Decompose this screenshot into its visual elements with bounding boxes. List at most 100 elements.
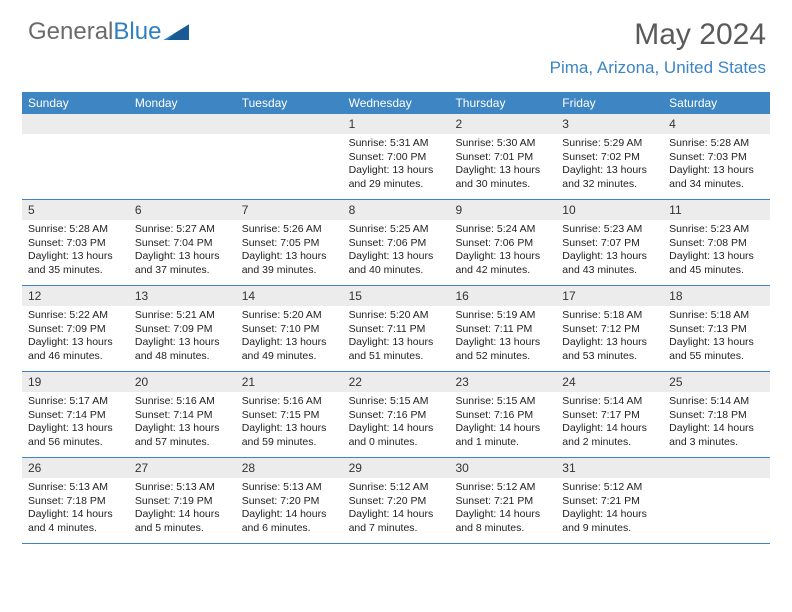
day-body: Sunrise: 5:14 AMSunset: 7:18 PMDaylight:…: [663, 392, 770, 456]
daylight-text: Daylight: 14 hours and 4 minutes.: [28, 508, 123, 535]
sunrise-text: Sunrise: 5:23 AM: [562, 223, 657, 237]
day-cell: 1Sunrise: 5:31 AMSunset: 7:00 PMDaylight…: [343, 114, 450, 199]
day-cell: 27Sunrise: 5:13 AMSunset: 7:19 PMDayligh…: [129, 458, 236, 543]
brand-part2: Blue: [113, 18, 161, 46]
sunrise-text: Sunrise: 5:13 AM: [135, 481, 230, 495]
day-number: 3: [556, 114, 663, 134]
day-body: Sunrise: 5:15 AMSunset: 7:16 PMDaylight:…: [343, 392, 450, 456]
day-body: Sunrise: 5:26 AMSunset: 7:05 PMDaylight:…: [236, 220, 343, 284]
day-cell: 25Sunrise: 5:14 AMSunset: 7:18 PMDayligh…: [663, 372, 770, 457]
day-number: 8: [343, 200, 450, 220]
day-cell: 19Sunrise: 5:17 AMSunset: 7:14 PMDayligh…: [22, 372, 129, 457]
sunrise-text: Sunrise: 5:26 AM: [242, 223, 337, 237]
sunset-text: Sunset: 7:20 PM: [242, 495, 337, 509]
sunset-text: Sunset: 7:07 PM: [562, 237, 657, 251]
daylight-text: Daylight: 13 hours and 43 minutes.: [562, 250, 657, 277]
day-cell: 14Sunrise: 5:20 AMSunset: 7:10 PMDayligh…: [236, 286, 343, 371]
sunrise-text: Sunrise: 5:15 AM: [349, 395, 444, 409]
sunset-text: Sunset: 7:14 PM: [28, 409, 123, 423]
daylight-text: Daylight: 14 hours and 6 minutes.: [242, 508, 337, 535]
day-body: Sunrise: 5:13 AMSunset: 7:18 PMDaylight:…: [22, 478, 129, 542]
weekday-header-row: Sunday Monday Tuesday Wednesday Thursday…: [22, 92, 770, 114]
day-body: Sunrise: 5:14 AMSunset: 7:17 PMDaylight:…: [556, 392, 663, 456]
day-number: 1: [343, 114, 450, 134]
day-number: 9: [449, 200, 556, 220]
daylight-text: Daylight: 14 hours and 8 minutes.: [455, 508, 550, 535]
sunset-text: Sunset: 7:08 PM: [669, 237, 764, 251]
day-number: 5: [22, 200, 129, 220]
sunset-text: Sunset: 7:01 PM: [455, 151, 550, 165]
day-body: Sunrise: 5:18 AMSunset: 7:12 PMDaylight:…: [556, 306, 663, 370]
sunrise-text: Sunrise: 5:15 AM: [455, 395, 550, 409]
day-number: 29: [343, 458, 450, 478]
day-number: 4: [663, 114, 770, 134]
day-body: Sunrise: 5:30 AMSunset: 7:01 PMDaylight:…: [449, 134, 556, 198]
weekday-header: Saturday: [663, 92, 770, 114]
day-cell: 2Sunrise: 5:30 AMSunset: 7:01 PMDaylight…: [449, 114, 556, 199]
daylight-text: Daylight: 13 hours and 35 minutes.: [28, 250, 123, 277]
day-body: Sunrise: 5:20 AMSunset: 7:10 PMDaylight:…: [236, 306, 343, 370]
sunrise-text: Sunrise: 5:19 AM: [455, 309, 550, 323]
sunset-text: Sunset: 7:03 PM: [28, 237, 123, 251]
sunrise-text: Sunrise: 5:22 AM: [28, 309, 123, 323]
day-number: 17: [556, 286, 663, 306]
sunset-text: Sunset: 7:04 PM: [135, 237, 230, 251]
sunset-text: Sunset: 7:16 PM: [349, 409, 444, 423]
day-body: Sunrise: 5:29 AMSunset: 7:02 PMDaylight:…: [556, 134, 663, 198]
day-body: Sunrise: 5:18 AMSunset: 7:13 PMDaylight:…: [663, 306, 770, 370]
sunrise-text: Sunrise: 5:12 AM: [349, 481, 444, 495]
day-body: Sunrise: 5:22 AMSunset: 7:09 PMDaylight:…: [22, 306, 129, 370]
sunrise-text: Sunrise: 5:21 AM: [135, 309, 230, 323]
daylight-text: Daylight: 13 hours and 37 minutes.: [135, 250, 230, 277]
sunset-text: Sunset: 7:10 PM: [242, 323, 337, 337]
day-number: 25: [663, 372, 770, 392]
sunrise-text: Sunrise: 5:20 AM: [242, 309, 337, 323]
sunrise-text: Sunrise: 5:13 AM: [242, 481, 337, 495]
sunset-text: Sunset: 7:16 PM: [455, 409, 550, 423]
day-number: 31: [556, 458, 663, 478]
day-number: 11: [663, 200, 770, 220]
header-right: May 2024 Pima, Arizona, United States: [550, 18, 766, 78]
sunrise-text: Sunrise: 5:17 AM: [28, 395, 123, 409]
day-cell: 22Sunrise: 5:15 AMSunset: 7:16 PMDayligh…: [343, 372, 450, 457]
day-cell: 10Sunrise: 5:23 AMSunset: 7:07 PMDayligh…: [556, 200, 663, 285]
day-body: Sunrise: 5:16 AMSunset: 7:14 PMDaylight:…: [129, 392, 236, 456]
day-body: Sunrise: 5:16 AMSunset: 7:15 PMDaylight:…: [236, 392, 343, 456]
weekday-header: Wednesday: [343, 92, 450, 114]
day-body: Sunrise: 5:17 AMSunset: 7:14 PMDaylight:…: [22, 392, 129, 456]
day-number: 18: [663, 286, 770, 306]
day-body: Sunrise: 5:12 AMSunset: 7:21 PMDaylight:…: [449, 478, 556, 542]
day-cell: 7Sunrise: 5:26 AMSunset: 7:05 PMDaylight…: [236, 200, 343, 285]
calendar-grid: Sunday Monday Tuesday Wednesday Thursday…: [22, 92, 770, 544]
weekday-header: Sunday: [22, 92, 129, 114]
sunrise-text: Sunrise: 5:20 AM: [349, 309, 444, 323]
day-body: Sunrise: 5:23 AMSunset: 7:08 PMDaylight:…: [663, 220, 770, 284]
day-cell: 20Sunrise: 5:16 AMSunset: 7:14 PMDayligh…: [129, 372, 236, 457]
day-number: 7: [236, 200, 343, 220]
daylight-text: Daylight: 13 hours and 53 minutes.: [562, 336, 657, 363]
day-cell: [22, 114, 129, 199]
sunset-text: Sunset: 7:13 PM: [669, 323, 764, 337]
day-cell: 6Sunrise: 5:27 AMSunset: 7:04 PMDaylight…: [129, 200, 236, 285]
weekday-header: Monday: [129, 92, 236, 114]
day-cell: 28Sunrise: 5:13 AMSunset: 7:20 PMDayligh…: [236, 458, 343, 543]
sunrise-text: Sunrise: 5:24 AM: [455, 223, 550, 237]
day-number: 20: [129, 372, 236, 392]
day-cell: 3Sunrise: 5:29 AMSunset: 7:02 PMDaylight…: [556, 114, 663, 199]
day-body: Sunrise: 5:15 AMSunset: 7:16 PMDaylight:…: [449, 392, 556, 456]
daylight-text: Daylight: 13 hours and 48 minutes.: [135, 336, 230, 363]
daylight-text: Daylight: 13 hours and 46 minutes.: [28, 336, 123, 363]
daylight-text: Daylight: 13 hours and 29 minutes.: [349, 164, 444, 191]
day-cell: 13Sunrise: 5:21 AMSunset: 7:09 PMDayligh…: [129, 286, 236, 371]
day-number: 19: [22, 372, 129, 392]
day-number: [663, 458, 770, 478]
daylight-text: Daylight: 13 hours and 52 minutes.: [455, 336, 550, 363]
day-number: 26: [22, 458, 129, 478]
day-cell: 11Sunrise: 5:23 AMSunset: 7:08 PMDayligh…: [663, 200, 770, 285]
sunset-text: Sunset: 7:17 PM: [562, 409, 657, 423]
day-number: 13: [129, 286, 236, 306]
daylight-text: Daylight: 14 hours and 9 minutes.: [562, 508, 657, 535]
sunrise-text: Sunrise: 5:16 AM: [135, 395, 230, 409]
sunset-text: Sunset: 7:14 PM: [135, 409, 230, 423]
day-body: Sunrise: 5:20 AMSunset: 7:11 PMDaylight:…: [343, 306, 450, 370]
